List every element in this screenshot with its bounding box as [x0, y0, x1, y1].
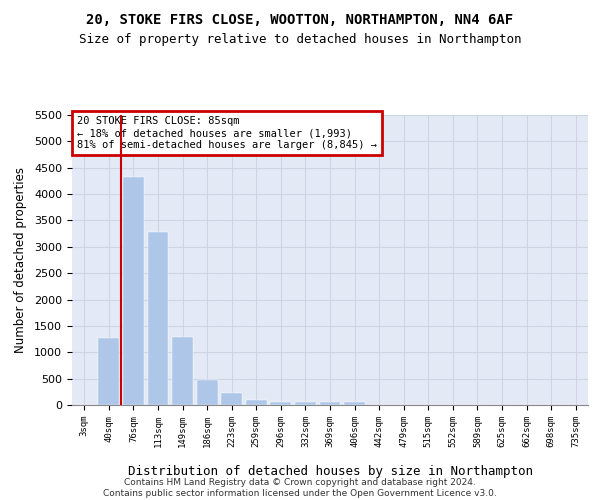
Text: Contains HM Land Registry data © Crown copyright and database right 2024.
Contai: Contains HM Land Registry data © Crown c…	[103, 478, 497, 498]
Bar	[344, 402, 365, 405]
Bar	[271, 402, 292, 405]
Bar	[295, 402, 316, 405]
Bar	[148, 232, 169, 405]
Text: 20, STOKE FIRS CLOSE, WOOTTON, NORTHAMPTON, NN4 6AF: 20, STOKE FIRS CLOSE, WOOTTON, NORTHAMPT…	[86, 12, 514, 26]
Bar	[123, 176, 144, 405]
Text: Size of property relative to detached houses in Northampton: Size of property relative to detached ho…	[79, 32, 521, 46]
Bar	[246, 400, 267, 405]
Bar	[221, 393, 242, 405]
Bar	[320, 402, 340, 405]
Bar	[98, 338, 119, 405]
Text: 20 STOKE FIRS CLOSE: 85sqm
← 18% of detached houses are smaller (1,993)
81% of s: 20 STOKE FIRS CLOSE: 85sqm ← 18% of deta…	[77, 116, 377, 150]
Text: Distribution of detached houses by size in Northampton: Distribution of detached houses by size …	[128, 464, 533, 477]
Bar	[197, 380, 218, 405]
Bar	[172, 337, 193, 405]
Y-axis label: Number of detached properties: Number of detached properties	[14, 167, 27, 353]
